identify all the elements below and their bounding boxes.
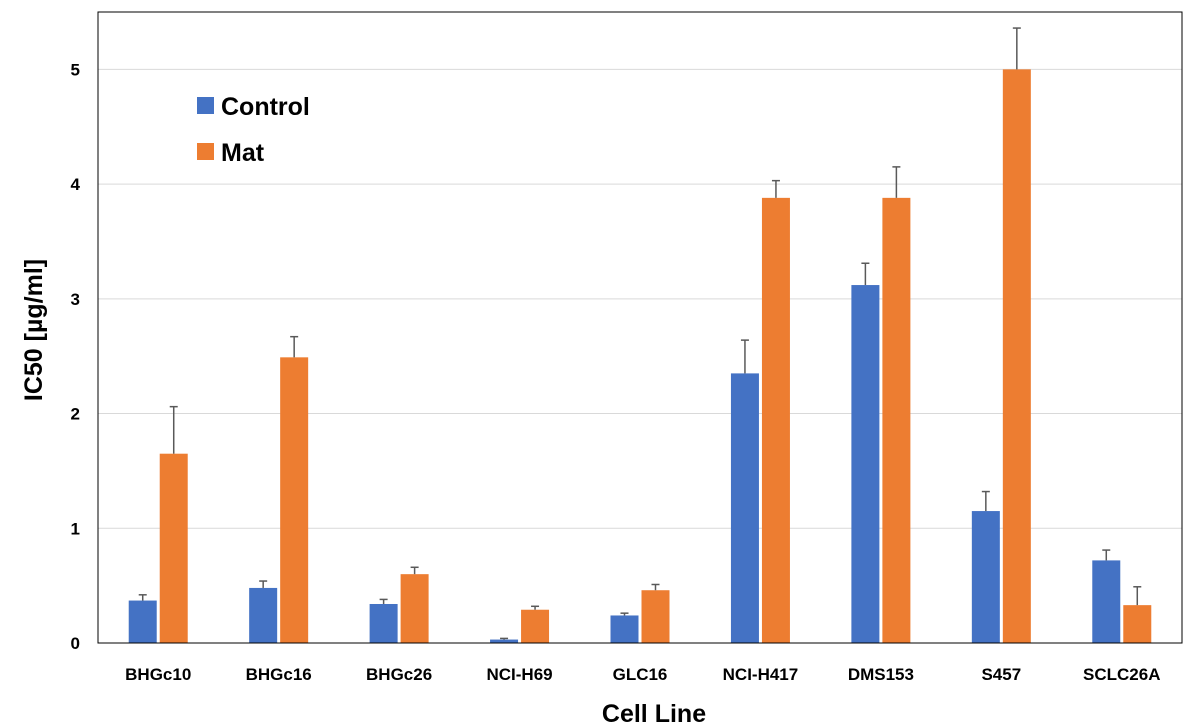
y-tick-label: 5 bbox=[71, 60, 80, 79]
gridlines bbox=[98, 68, 1182, 529]
legend-swatch-control bbox=[197, 97, 214, 114]
bar-control-dms153 bbox=[851, 285, 880, 643]
x-tick-label: DMS153 bbox=[848, 665, 914, 684]
x-tick-labels: BHGc10 BHGc16 BHGc26 NCI-H69 GLC16 NCI-H417 DM… bbox=[125, 665, 1160, 684]
bars bbox=[128, 69, 1152, 643]
bar-control-bhgc16 bbox=[249, 587, 278, 643]
bar-control-nci-h417 bbox=[730, 373, 759, 643]
legend-swatch-mat bbox=[197, 143, 214, 160]
x-tick-label: GLC16 bbox=[613, 665, 668, 684]
plot-frame bbox=[97, 11, 1183, 644]
y-tick-label: 1 bbox=[71, 519, 80, 538]
bar-control-nci-h69 bbox=[490, 639, 519, 643]
error-bars bbox=[138, 27, 1142, 640]
bar-control-bhgc26 bbox=[369, 603, 398, 643]
bar-control-s457 bbox=[971, 511, 1000, 643]
y-axis-title: IC50 [µg/ml] bbox=[20, 259, 48, 401]
x-tick-label: BHGc10 bbox=[125, 665, 191, 684]
x-tick-label: BHGc16 bbox=[246, 665, 312, 684]
bar-control-bhgc10 bbox=[128, 600, 157, 643]
bar-control-glc16 bbox=[610, 615, 639, 643]
y-tick-label: 4 bbox=[71, 175, 81, 194]
x-tick-label: SCLC26A bbox=[1083, 665, 1160, 684]
bar-mat-bhgc26 bbox=[400, 574, 429, 643]
bar-mat-glc16 bbox=[641, 590, 670, 643]
y-tick-label: 2 bbox=[71, 405, 80, 424]
y-tick-label: 3 bbox=[71, 290, 80, 309]
legend: Control Mat bbox=[197, 93, 310, 167]
bar-mat-sclc26a bbox=[1123, 605, 1152, 643]
x-tick-label: BHGc26 bbox=[366, 665, 432, 684]
y-tick-label: 0 bbox=[71, 634, 80, 653]
legend-label-mat: Mat bbox=[221, 139, 265, 167]
x-axis-title: Cell Line bbox=[602, 700, 706, 728]
x-tick-label: NCI-H417 bbox=[723, 665, 799, 684]
bar-mat-dms153 bbox=[882, 197, 911, 643]
bar-mat-nci-h69 bbox=[521, 609, 550, 643]
bar-control-sclc26a bbox=[1092, 560, 1121, 643]
x-tick-label: S457 bbox=[981, 665, 1021, 684]
bar-mat-nci-h417 bbox=[761, 197, 790, 643]
x-tick-label: NCI-H69 bbox=[486, 665, 552, 684]
bar-mat-bhgc16 bbox=[280, 357, 309, 643]
bar-mat-bhgc10 bbox=[159, 453, 188, 643]
bar-mat-s457 bbox=[1002, 69, 1031, 643]
legend-label-control: Control bbox=[221, 93, 310, 121]
y-tick-labels: 0 1 2 3 4 5 bbox=[71, 60, 81, 653]
